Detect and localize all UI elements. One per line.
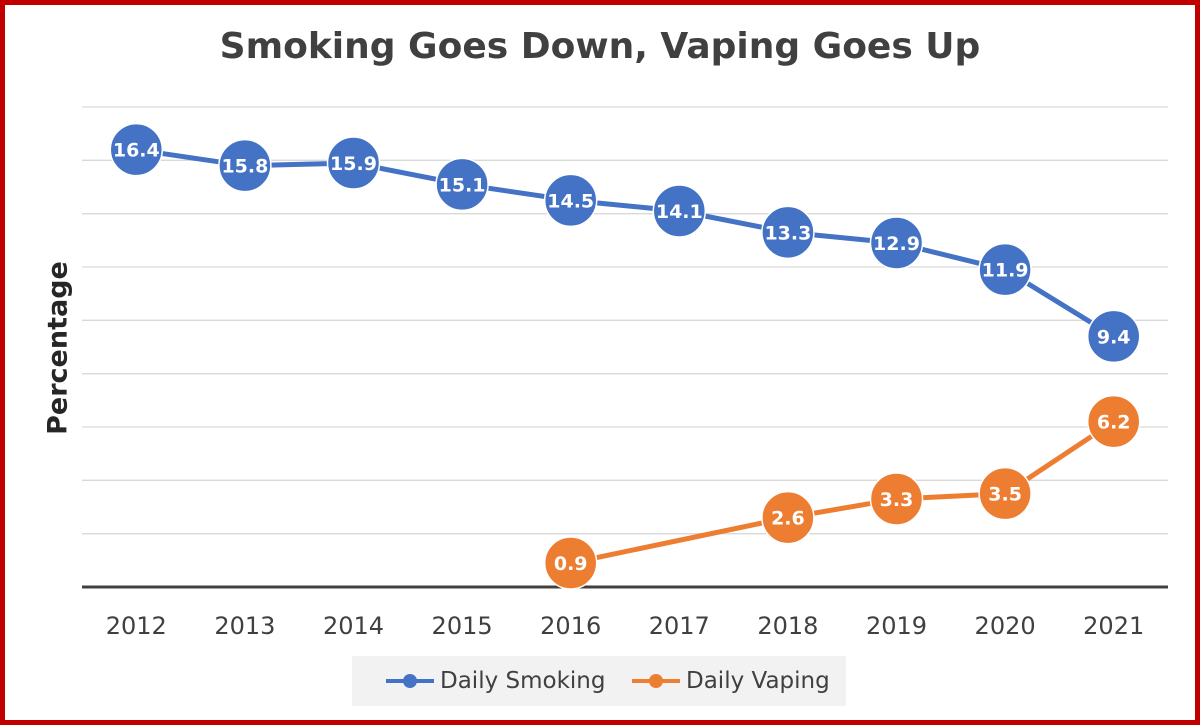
data-label: 15.9	[330, 153, 377, 175]
legend: Daily Smoking Daily Vaping	[352, 656, 846, 706]
data-point	[1086, 394, 1141, 449]
legend-swatch-smoking	[386, 674, 434, 688]
data-point	[652, 184, 707, 238]
data-point	[435, 157, 489, 212]
data-point	[761, 205, 815, 260]
x-tick-label: 2017	[649, 612, 710, 640]
data-label: 9.4	[1097, 326, 1131, 348]
legend-label-smoking: Daily Smoking	[440, 668, 606, 694]
data-point	[869, 216, 924, 270]
data-point	[543, 536, 598, 590]
x-tick-label: 2020	[975, 612, 1036, 640]
x-tick-label: 2018	[757, 612, 818, 640]
x-tick-label: 2021	[1083, 612, 1144, 640]
x-tick-label: 2013	[214, 612, 275, 640]
series-line-smoking	[135, 147, 1116, 339]
data-point	[109, 122, 164, 177]
x-tick-label: 2012	[106, 612, 167, 640]
data-label: 14.1	[656, 201, 703, 223]
data-label: 3.5	[988, 484, 1022, 506]
data-label: 12.9	[873, 233, 920, 255]
data-label: 11.9	[982, 260, 1029, 282]
data-label: 2.6	[771, 508, 805, 530]
data-label: 14.5	[547, 190, 594, 212]
legend-swatch-vaping	[632, 674, 680, 688]
data-label: 15.1	[439, 174, 486, 196]
legend-item-smoking: Daily Smoking	[384, 656, 605, 706]
data-point	[761, 490, 815, 545]
data-label: 0.9	[554, 553, 588, 575]
legend-label-vaping: Daily Vaping	[686, 668, 830, 694]
data-point	[218, 138, 272, 193]
data-point	[1086, 309, 1141, 364]
data-point	[326, 136, 381, 190]
legend-item-vaping: Daily Vaping	[630, 656, 830, 706]
data-point	[869, 472, 924, 526]
x-tick-label: 2014	[323, 612, 384, 640]
x-tick-label: 2019	[866, 612, 927, 640]
x-tick-label: 2015	[432, 612, 493, 640]
data-label: 15.8	[221, 156, 268, 178]
series-line-vaping	[570, 419, 1116, 566]
data-label: 16.4	[113, 140, 160, 162]
data-point	[978, 466, 1032, 521]
data-label: 3.3	[880, 489, 914, 511]
data-point	[543, 173, 598, 228]
legend-marker-smoking	[403, 674, 417, 688]
data-point	[978, 242, 1032, 297]
chart-title: Smoking Goes Down, Vaping Goes Up	[219, 26, 981, 67]
x-tick-label: 2016	[540, 612, 601, 640]
data-label: 13.3	[764, 222, 811, 244]
data-label: 6.2	[1097, 412, 1131, 434]
legend-marker-vaping	[649, 674, 663, 688]
